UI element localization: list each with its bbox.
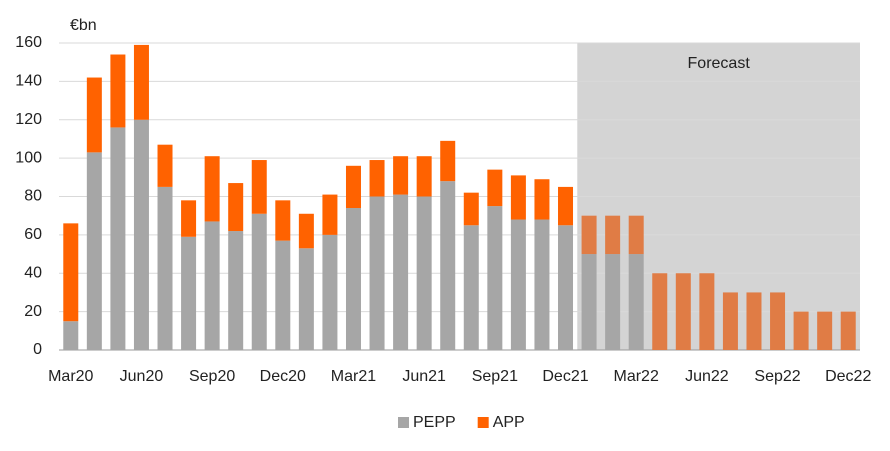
- bar-segment: [251, 213, 267, 350]
- bar-segment: [133, 119, 149, 350]
- bar-segment: [322, 194, 338, 235]
- bar-segment: [345, 165, 361, 209]
- bar-segment: [63, 321, 79, 350]
- bar-segment: [86, 152, 102, 350]
- bar-segment: [605, 215, 621, 255]
- bar-segment: [133, 44, 149, 120]
- bar-segment: [228, 231, 244, 350]
- x-tick-label: Jun22: [685, 368, 729, 385]
- x-tick-label: Mar21: [331, 368, 376, 385]
- bar-segment: [770, 292, 786, 350]
- bar-segment: [628, 254, 644, 350]
- bar-segment: [817, 311, 833, 350]
- y-tick-label: 80: [24, 188, 42, 205]
- y-tick-label: 20: [24, 303, 42, 320]
- bar-segment: [204, 156, 220, 222]
- x-tick-label: Jun21: [402, 368, 446, 385]
- bar-segment: [204, 221, 220, 350]
- bar-segment: [181, 236, 197, 350]
- bar-segment: [298, 213, 314, 249]
- y-tick-label: 120: [15, 111, 42, 128]
- y-tick-label: 140: [15, 73, 42, 90]
- bar-segment: [298, 248, 314, 350]
- bar-segment: [746, 292, 762, 350]
- bar-segment: [510, 175, 526, 220]
- bar-segment: [534, 179, 550, 220]
- bar-segment: [228, 183, 244, 232]
- bar-segment: [463, 225, 479, 350]
- x-tick-label: Mar22: [614, 368, 659, 385]
- bar-segment: [110, 54, 126, 128]
- legend-label: APP: [493, 414, 525, 431]
- bar-segment: [558, 186, 574, 226]
- bar-segment: [440, 181, 456, 350]
- x-tick-label: Dec22: [825, 368, 871, 385]
- y-tick-label: 160: [15, 34, 42, 51]
- bar-segment: [628, 215, 644, 255]
- x-tick-label: Sep21: [472, 368, 518, 385]
- bar-segment: [275, 200, 291, 241]
- bar-segment: [63, 223, 79, 322]
- bar-segment: [157, 186, 173, 350]
- bar-segment: [699, 273, 715, 350]
- bar-segment: [86, 77, 102, 153]
- bar-segment: [487, 169, 503, 207]
- x-tick-label: Sep22: [754, 368, 800, 385]
- bar-segment: [558, 225, 574, 350]
- bar-segment: [369, 160, 385, 197]
- legend-swatch: [477, 417, 489, 428]
- bar-segment: [534, 219, 550, 350]
- bar-segment: [416, 156, 432, 197]
- bar-segment: [463, 192, 479, 226]
- bar-segment: [393, 194, 409, 350]
- bar-segment: [275, 240, 291, 350]
- bar-segment: [510, 219, 526, 350]
- bar-segment: [675, 273, 691, 350]
- bar-segment: [110, 127, 126, 350]
- y-tick-label: 60: [24, 226, 42, 243]
- y-tick-label: 40: [24, 264, 42, 281]
- bar-segment: [416, 196, 432, 350]
- bar-segment: [157, 144, 173, 187]
- bar-segment: [322, 234, 338, 350]
- bar-segment: [652, 273, 668, 350]
- bar-segment: [581, 254, 597, 350]
- y-axis-label: €bn: [70, 17, 97, 34]
- bar-segment: [181, 200, 197, 237]
- x-tick-label: Dec20: [260, 368, 306, 385]
- bar-segment: [793, 311, 809, 350]
- y-tick-label: 0: [33, 341, 42, 358]
- x-tick-label: Mar20: [48, 368, 93, 385]
- bar-segment: [605, 254, 621, 350]
- bar-segment: [581, 215, 597, 255]
- y-tick-label: 100: [15, 149, 42, 166]
- bar-segment: [393, 156, 409, 195]
- legend-label: PEPP: [413, 414, 456, 431]
- bar-segment: [487, 206, 503, 350]
- forecast-label: Forecast: [688, 55, 751, 72]
- x-tick-label: Jun20: [120, 368, 164, 385]
- bar-segment: [722, 292, 738, 350]
- legend-swatch: [398, 417, 409, 428]
- bar-segment: [440, 140, 456, 182]
- bar-segment: [251, 160, 267, 214]
- bar-segment: [840, 311, 856, 350]
- bar-segment: [345, 208, 361, 350]
- x-tick-label: Sep20: [189, 368, 235, 385]
- x-tick-label: Dec21: [542, 368, 588, 385]
- bar-segment: [369, 196, 385, 350]
